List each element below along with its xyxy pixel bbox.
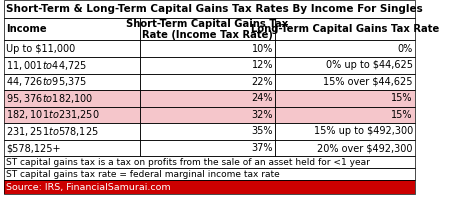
FancyBboxPatch shape	[275, 90, 415, 107]
FancyBboxPatch shape	[140, 123, 275, 140]
Text: $95,376 to $182,100: $95,376 to $182,100	[6, 92, 94, 105]
Text: $231,251 to $578,125: $231,251 to $578,125	[6, 125, 99, 138]
Text: 15% up to $492,300: 15% up to $492,300	[314, 126, 413, 136]
FancyBboxPatch shape	[275, 40, 415, 57]
FancyBboxPatch shape	[140, 107, 275, 123]
FancyBboxPatch shape	[4, 0, 415, 18]
Text: 15% over $44,625: 15% over $44,625	[323, 77, 413, 87]
FancyBboxPatch shape	[4, 140, 140, 156]
Text: 32%: 32%	[252, 110, 273, 120]
Text: ST capital gains tax is a tax on profits from the sale of an asset held for <1 y: ST capital gains tax is a tax on profits…	[6, 158, 370, 167]
Text: 22%: 22%	[252, 77, 273, 87]
Text: 15%: 15%	[392, 93, 413, 103]
Text: $182,101 to $231,250: $182,101 to $231,250	[6, 108, 100, 121]
Text: Short-Term Capital Gains Tax
Rate (Income Tax Rate): Short-Term Capital Gains Tax Rate (Incom…	[127, 19, 289, 40]
Text: 37%: 37%	[252, 143, 273, 153]
Text: 24%: 24%	[252, 93, 273, 103]
FancyBboxPatch shape	[140, 90, 275, 107]
Text: ST capital gains tax rate = federal marginal income tax rate: ST capital gains tax rate = federal marg…	[6, 170, 280, 179]
Text: 10%: 10%	[252, 44, 273, 54]
Text: Income: Income	[6, 24, 47, 34]
Text: 15%: 15%	[392, 110, 413, 120]
FancyBboxPatch shape	[4, 180, 415, 194]
FancyBboxPatch shape	[140, 74, 275, 90]
Text: 35%: 35%	[252, 126, 273, 136]
FancyBboxPatch shape	[275, 18, 415, 40]
FancyBboxPatch shape	[275, 74, 415, 90]
FancyBboxPatch shape	[4, 168, 415, 180]
FancyBboxPatch shape	[4, 123, 140, 140]
FancyBboxPatch shape	[275, 123, 415, 140]
FancyBboxPatch shape	[4, 74, 140, 90]
Text: 20% over $492,300: 20% over $492,300	[317, 143, 413, 153]
Text: 12%: 12%	[252, 60, 273, 70]
FancyBboxPatch shape	[140, 57, 275, 74]
Text: 0% up to $44,625: 0% up to $44,625	[326, 60, 413, 70]
Text: $11,001 to $44,725: $11,001 to $44,725	[6, 59, 87, 72]
Text: Long-Term Capital Gains Tax Rate: Long-Term Capital Gains Tax Rate	[251, 24, 439, 34]
FancyBboxPatch shape	[4, 57, 140, 74]
Text: Up to $11,000: Up to $11,000	[6, 44, 75, 54]
FancyBboxPatch shape	[4, 40, 140, 57]
Text: $578,125+: $578,125+	[6, 143, 61, 153]
FancyBboxPatch shape	[275, 57, 415, 74]
Text: Short-Term & Long-Term Capital Gains Tax Rates By Income For Singles: Short-Term & Long-Term Capital Gains Tax…	[6, 4, 423, 14]
Text: 0%: 0%	[398, 44, 413, 54]
FancyBboxPatch shape	[140, 40, 275, 57]
FancyBboxPatch shape	[4, 90, 140, 107]
FancyBboxPatch shape	[4, 107, 140, 123]
FancyBboxPatch shape	[4, 156, 415, 168]
FancyBboxPatch shape	[275, 107, 415, 123]
FancyBboxPatch shape	[275, 140, 415, 156]
Text: $44,726 to $95,375: $44,726 to $95,375	[6, 75, 87, 88]
FancyBboxPatch shape	[140, 18, 275, 40]
FancyBboxPatch shape	[4, 18, 140, 40]
Text: Source: IRS, FinancialSamurai.com: Source: IRS, FinancialSamurai.com	[6, 183, 171, 192]
FancyBboxPatch shape	[140, 140, 275, 156]
